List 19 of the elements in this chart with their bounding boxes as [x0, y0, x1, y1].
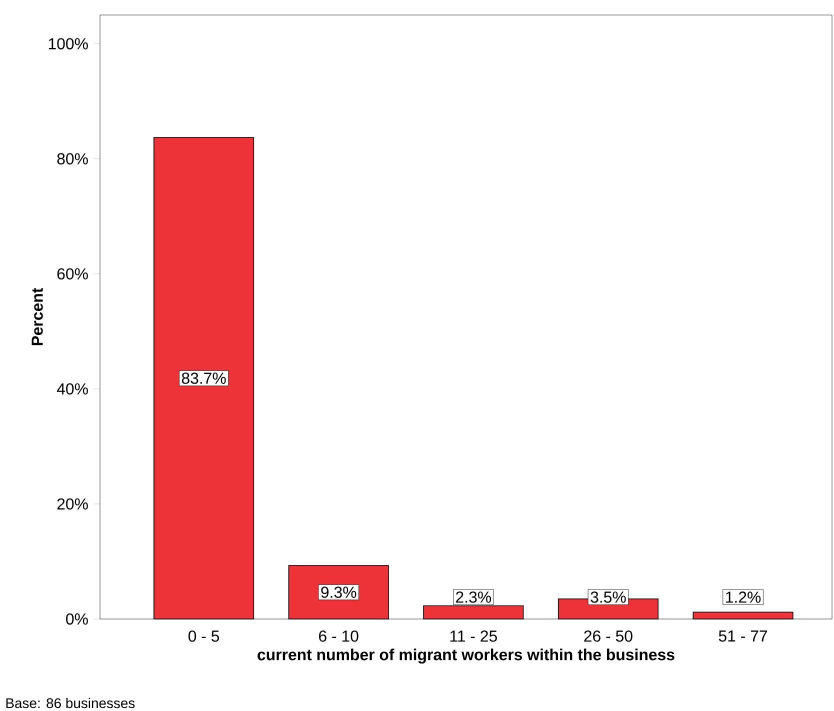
- data-label: 9.3%: [321, 586, 356, 598]
- x-tick-label: 0 - 5: [188, 630, 220, 642]
- y-axis-title: Percent: [32, 288, 43, 346]
- data-label: 2.3%: [456, 592, 492, 603]
- data-label: 1.2%: [726, 592, 761, 603]
- y-tick-label: 100%: [48, 38, 88, 50]
- y-tick-label: 0%: [66, 613, 88, 625]
- x-axis-title: current number of migrant workers within the business: [258, 648, 674, 664]
- data-label: 3.5%: [590, 592, 626, 603]
- x-tick-label: 11 - 25: [450, 630, 497, 642]
- y-tick-label: 20%: [57, 498, 88, 510]
- y-tick-label: 60%: [57, 268, 88, 280]
- y-tick-label: 40%: [56, 383, 88, 395]
- text: Base: 86 businesses: [6, 698, 135, 708]
- x-tick-label: 51 - 77: [718, 630, 768, 642]
- x-tick-label: 6 - 10: [319, 630, 358, 642]
- x-tick-label: 26 - 50: [584, 630, 632, 642]
- y-tick-label: 80%: [57, 153, 88, 164]
- data-label: 83.7%: [182, 372, 226, 384]
